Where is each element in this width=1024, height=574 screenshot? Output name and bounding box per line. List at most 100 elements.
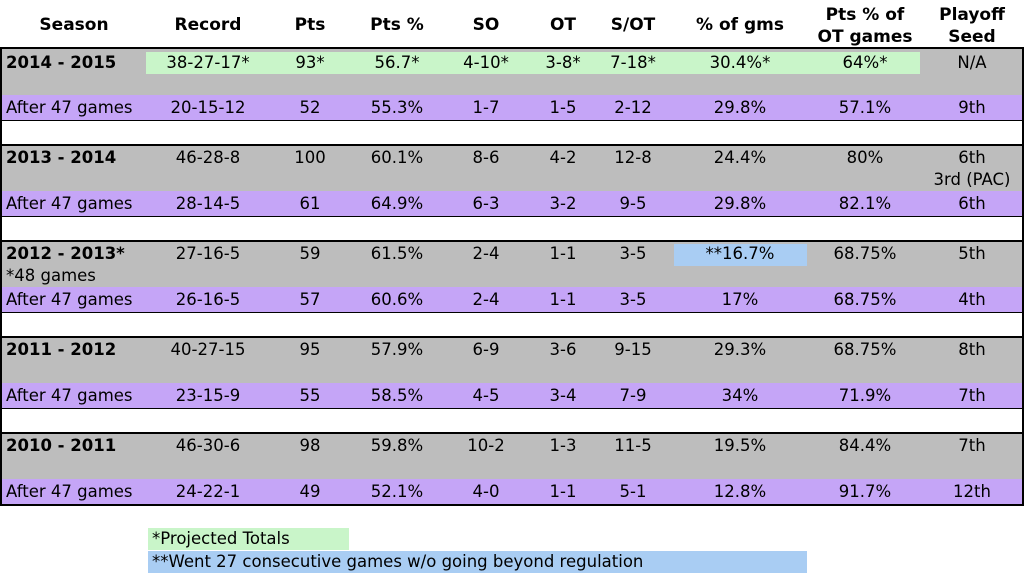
pts-pct-ot-cell: 68.75% (833, 340, 897, 359)
so-cell: 6-9 (472, 340, 500, 359)
header-pts-pct: Pts % (370, 15, 424, 35)
border-left (0, 47, 2, 506)
header-pts-pct-ot-line2: OT games (817, 27, 913, 47)
divider (0, 240, 1024, 242)
season-cell: 2011 - 2012 (6, 340, 117, 359)
so-cell: 4-0 (472, 482, 500, 501)
season-cell: After 47 games (6, 194, 133, 213)
divider (0, 408, 1024, 409)
season-cell: After 47 games (6, 482, 133, 501)
header-pct-gms: % of gms (696, 15, 784, 35)
record-cell: 40-27-15 (170, 340, 246, 359)
ot-cell: 3-4 (549, 386, 577, 405)
divider (0, 432, 1024, 434)
pts-pct-cell: 55.3% (370, 98, 424, 117)
table-row: After 47 games 24-22-1 49 52.1% 4-0 1-1 … (0, 479, 1024, 504)
legend-consecutive: **Went 27 consecutive games w/o going be… (152, 552, 644, 571)
pts-cell: 55 (299, 386, 321, 405)
record-cell: 27-16-5 (175, 244, 241, 263)
seed-cell: 8th (958, 340, 986, 359)
pts-pct-cell: 64.9% (370, 194, 424, 213)
record-cell: 46-28-8 (175, 148, 241, 167)
sot-cell: 11-5 (614, 436, 652, 455)
sot-cell: 12-8 (614, 148, 652, 167)
table-row: After 47 games 20-15-12 52 55.3% 1-7 1-5… (0, 95, 1024, 120)
header-so: SO (472, 15, 500, 35)
header-sot: S/OT (610, 15, 656, 35)
divider (0, 47, 1024, 49)
sot-cell: 3-5 (619, 290, 647, 309)
table-row: 2011 - 2012 40-27-15 95 57.9% 6-9 3-6 9-… (0, 337, 1024, 383)
pts-pct-cell: 60.1% (370, 148, 424, 167)
record-cell: 24-22-1 (175, 482, 241, 501)
sot-cell: 7-18* (610, 53, 656, 72)
pts-pct-cell: 56.7* (374, 53, 420, 72)
season-cell: 2013 - 2014 (6, 148, 117, 167)
pts-pct-cell: 57.9% (370, 340, 424, 359)
so-cell: 8-6 (472, 148, 500, 167)
table-row: 2010 - 2011 46-30-6 98 59.8% 10-2 1-3 11… (0, 433, 1024, 479)
divider (0, 336, 1024, 338)
season-cell: After 47 games (6, 98, 133, 117)
table-row: 2013 - 2014 46-28-8 100 60.1% 8-6 4-2 12… (0, 145, 1024, 191)
seed-cell: 4th (958, 290, 986, 309)
legend-projected-swatch (148, 528, 349, 550)
pts-pct-ot-cell: 64%* (842, 53, 888, 72)
pct-gms-cell: 24.4% (713, 148, 767, 167)
pts-cell: 93* (295, 53, 325, 72)
table-row: After 47 games 23-15-9 55 58.5% 4-5 3-4 … (0, 383, 1024, 408)
record-cell: 46-30-6 (175, 436, 241, 455)
record-cell: 38-27-17* (166, 53, 250, 72)
pts-cell: 61 (299, 194, 321, 213)
table-row: 2014 - 2015 38-27-17* 93* 56.7* 4-10* 3-… (0, 49, 1024, 95)
so-cell: 4-10* (463, 53, 509, 72)
stats-table: Season Record Pts Pts % SO OT S/OT % of … (0, 5, 1024, 506)
pct-gms-cell: **16.7% (705, 244, 775, 263)
pts-pct-cell: 59.8% (370, 436, 424, 455)
pts-cell: 95 (299, 340, 321, 359)
pts-pct-cell: 60.6% (370, 290, 424, 309)
divider (0, 144, 1024, 146)
season-note: *48 games (6, 266, 96, 285)
ot-cell: 3-8* (545, 53, 581, 72)
pts-pct-ot-cell: 57.1% (838, 98, 892, 117)
so-cell: 10-2 (467, 436, 505, 455)
ot-cell: 1-5 (549, 98, 577, 117)
ot-cell: 3-2 (549, 194, 577, 213)
header-pts-pct-ot-line1: Pts % of (825, 5, 905, 25)
seed-cell: 12th (953, 482, 991, 501)
seed-cell: 6th (958, 148, 986, 167)
legend-consecutive-swatch (148, 551, 807, 573)
header-pts: Pts (294, 15, 326, 35)
record-cell: 20-15-12 (170, 98, 246, 117)
seed-cell: N/A (957, 53, 987, 72)
so-cell: 6-3 (472, 194, 500, 213)
pts-pct-cell: 58.5% (370, 386, 424, 405)
sot-cell: 9-15 (614, 340, 652, 359)
pts-pct-ot-cell: 68.75% (833, 244, 897, 263)
sot-cell: 3-5 (619, 244, 647, 263)
pct-gms-cell: 29.8% (713, 194, 767, 213)
so-cell: 1-7 (472, 98, 500, 117)
seed-cell: 9th (958, 98, 986, 117)
consecutive-highlight (674, 244, 807, 266)
ot-cell: 4-2 (549, 148, 577, 167)
season-cell: After 47 games (6, 290, 133, 309)
header-seed-line2: Seed (948, 27, 996, 47)
seed-cell: 6th (958, 194, 986, 213)
record-cell: 23-15-9 (175, 386, 241, 405)
seed-cell: 7th (958, 386, 986, 405)
season-cell: 2014 - 2015 (6, 53, 117, 72)
pts-pct-ot-cell: 80% (846, 148, 884, 167)
sot-cell: 9-5 (619, 194, 647, 213)
pts-cell: 59 (299, 244, 321, 263)
record-cell: 28-14-5 (175, 194, 241, 213)
border-right (1022, 47, 1024, 506)
pct-gms-cell: 30.4%* (709, 53, 771, 72)
divider (0, 120, 1024, 121)
header-seed-line1: Playoff (939, 5, 1005, 25)
pct-gms-cell: 29.3% (713, 340, 767, 359)
sot-cell: 7-9 (619, 386, 647, 405)
pts-pct-ot-cell: 71.9% (838, 386, 892, 405)
projected-highlight (146, 52, 920, 74)
